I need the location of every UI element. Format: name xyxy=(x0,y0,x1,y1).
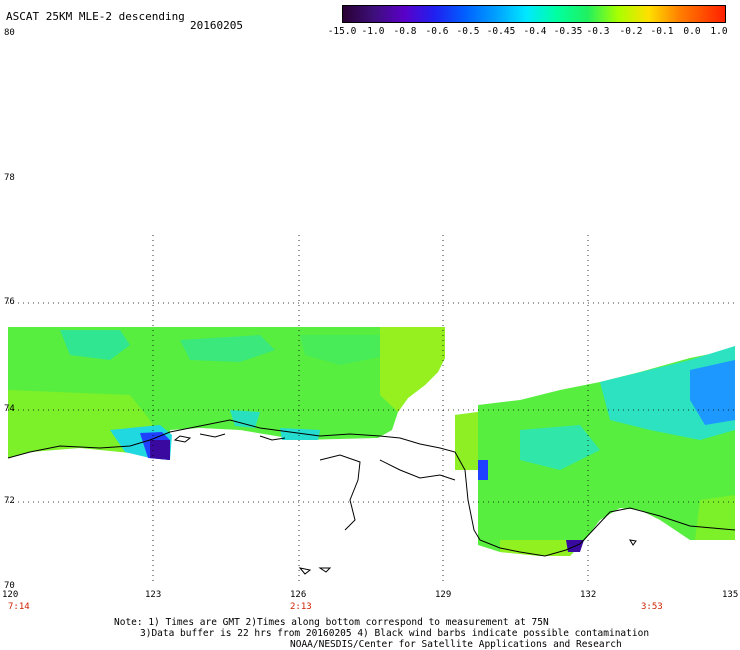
time-label-0: 7:14 xyxy=(8,602,30,612)
data-swath-east xyxy=(455,346,735,556)
colorbar-label-5: -0.45 xyxy=(486,26,516,37)
note-line-2: 3)Data buffer is 22 hrs from 20160205 4)… xyxy=(140,628,650,639)
colorbar-label-1: -1.0 xyxy=(361,26,385,37)
lon-label-132: 132 xyxy=(580,590,597,600)
lon-label-123: 123 xyxy=(145,590,162,600)
colorbar-label-12: 1.0 xyxy=(710,26,728,37)
colorbar-label-7: -0.35 xyxy=(553,26,583,37)
colorbar-label-11: 0.0 xyxy=(683,26,701,37)
map-date: 20160205 xyxy=(190,19,243,32)
lon-label-120: 120 xyxy=(2,590,19,600)
lon-label-129: 129 xyxy=(435,590,452,600)
lat-label-72: 72 xyxy=(4,496,15,506)
graticule xyxy=(8,235,735,585)
colorbar-label-2: -0.8 xyxy=(393,26,417,37)
colorbar-label-0: -15.0 xyxy=(327,26,357,37)
lat-label-70: 70 xyxy=(4,581,15,591)
colorbar-label-8: -0.3 xyxy=(586,26,610,37)
time-label-1: 2:13 xyxy=(290,602,312,612)
note-line-1: Note: 1) Times are GMT 2)Times along bot… xyxy=(114,617,549,628)
colorbar-label-10: -0.1 xyxy=(650,26,674,37)
coastline xyxy=(7,419,736,575)
colorbar-label-3: -0.6 xyxy=(425,26,449,37)
note-line-3: NOAA/NESDIS/Center for Satellite Applica… xyxy=(290,639,622,650)
lat-label-76: 76 xyxy=(4,297,15,307)
lon-label-135: 135 xyxy=(722,590,739,600)
colorbar-label-6: -0.4 xyxy=(523,26,547,37)
colorbar-label-4: -0.5 xyxy=(456,26,480,37)
map-title: ASCAT 25KM MLE-2 descending xyxy=(6,10,185,23)
colorbar-label-9: -0.2 xyxy=(619,26,643,37)
lat-label-74: 74 xyxy=(4,404,15,414)
lat-label-80: 80 xyxy=(4,28,15,38)
colorbar xyxy=(342,5,726,23)
lon-label-126: 126 xyxy=(290,590,307,600)
time-label-2: 3:53 xyxy=(641,602,663,612)
data-swath-west xyxy=(8,327,445,460)
lat-label-78: 78 xyxy=(4,173,15,183)
